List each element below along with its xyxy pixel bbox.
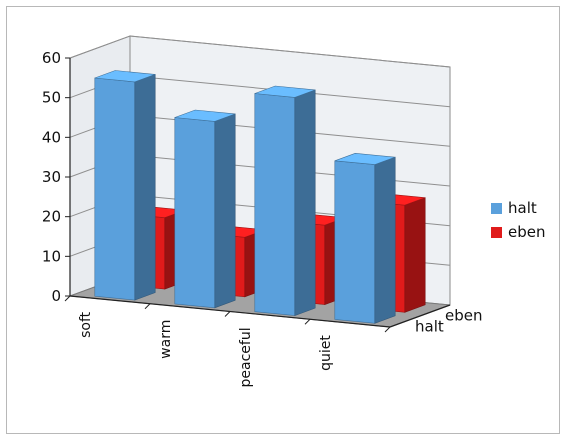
bar-halt-soft xyxy=(94,70,156,301)
bar-halt-peaceful xyxy=(254,85,316,317)
x-tick-mark xyxy=(384,326,391,333)
y-tick-label-1: 10 xyxy=(42,247,61,265)
bar-front xyxy=(174,117,216,309)
legend-swatch-halt xyxy=(491,203,502,214)
bar-top xyxy=(94,70,156,83)
x-tick-mark xyxy=(304,318,311,325)
bar-top xyxy=(174,109,236,122)
legend-label-halt: halt xyxy=(508,199,537,217)
x-tick-label-soft: soft xyxy=(78,311,94,338)
bar-halt-quiet xyxy=(334,152,396,324)
bar-side xyxy=(214,113,236,309)
bar-top xyxy=(254,85,316,98)
legend-label-eben: eben xyxy=(508,223,546,241)
depth-axis-line xyxy=(389,304,451,328)
y-tick-labels: 0 10 20 30 40 50 60 xyxy=(42,49,61,305)
y-tick-label-4: 40 xyxy=(42,128,61,146)
bar-front xyxy=(94,77,136,301)
legend-swatch-eben xyxy=(491,227,502,238)
y-tick-label-0: 0 xyxy=(51,287,61,305)
x-tick-mark xyxy=(64,295,71,302)
y-tick-label-6: 60 xyxy=(42,49,61,67)
bar-side xyxy=(374,156,396,324)
bar-top xyxy=(334,152,396,165)
y-tick-label-2: 20 xyxy=(42,208,61,226)
x-tick-label-peaceful: peaceful xyxy=(238,327,254,387)
gridline-6 xyxy=(69,35,451,68)
bar-front xyxy=(254,93,296,316)
x-tick-labels: soft warm peaceful quiet xyxy=(78,311,334,387)
legend: halt eben xyxy=(491,199,546,241)
axes xyxy=(64,57,451,333)
bar-side xyxy=(404,197,426,313)
bar-front xyxy=(334,160,376,324)
bar-side xyxy=(294,89,316,317)
x-tick-label-warm: warm xyxy=(158,320,174,359)
x-tick-label-quiet: quiet xyxy=(318,335,334,371)
depth-label-halt: halt xyxy=(415,318,444,336)
bar-side xyxy=(134,73,156,301)
x-tick-mark xyxy=(144,303,151,310)
bars xyxy=(94,70,426,324)
y-tick-label-5: 50 xyxy=(42,89,61,107)
depth-label-eben: eben xyxy=(445,307,483,325)
bar-halt-warm xyxy=(174,109,236,309)
x-tick-mark xyxy=(224,311,231,317)
y-tick-label-3: 30 xyxy=(42,168,61,186)
